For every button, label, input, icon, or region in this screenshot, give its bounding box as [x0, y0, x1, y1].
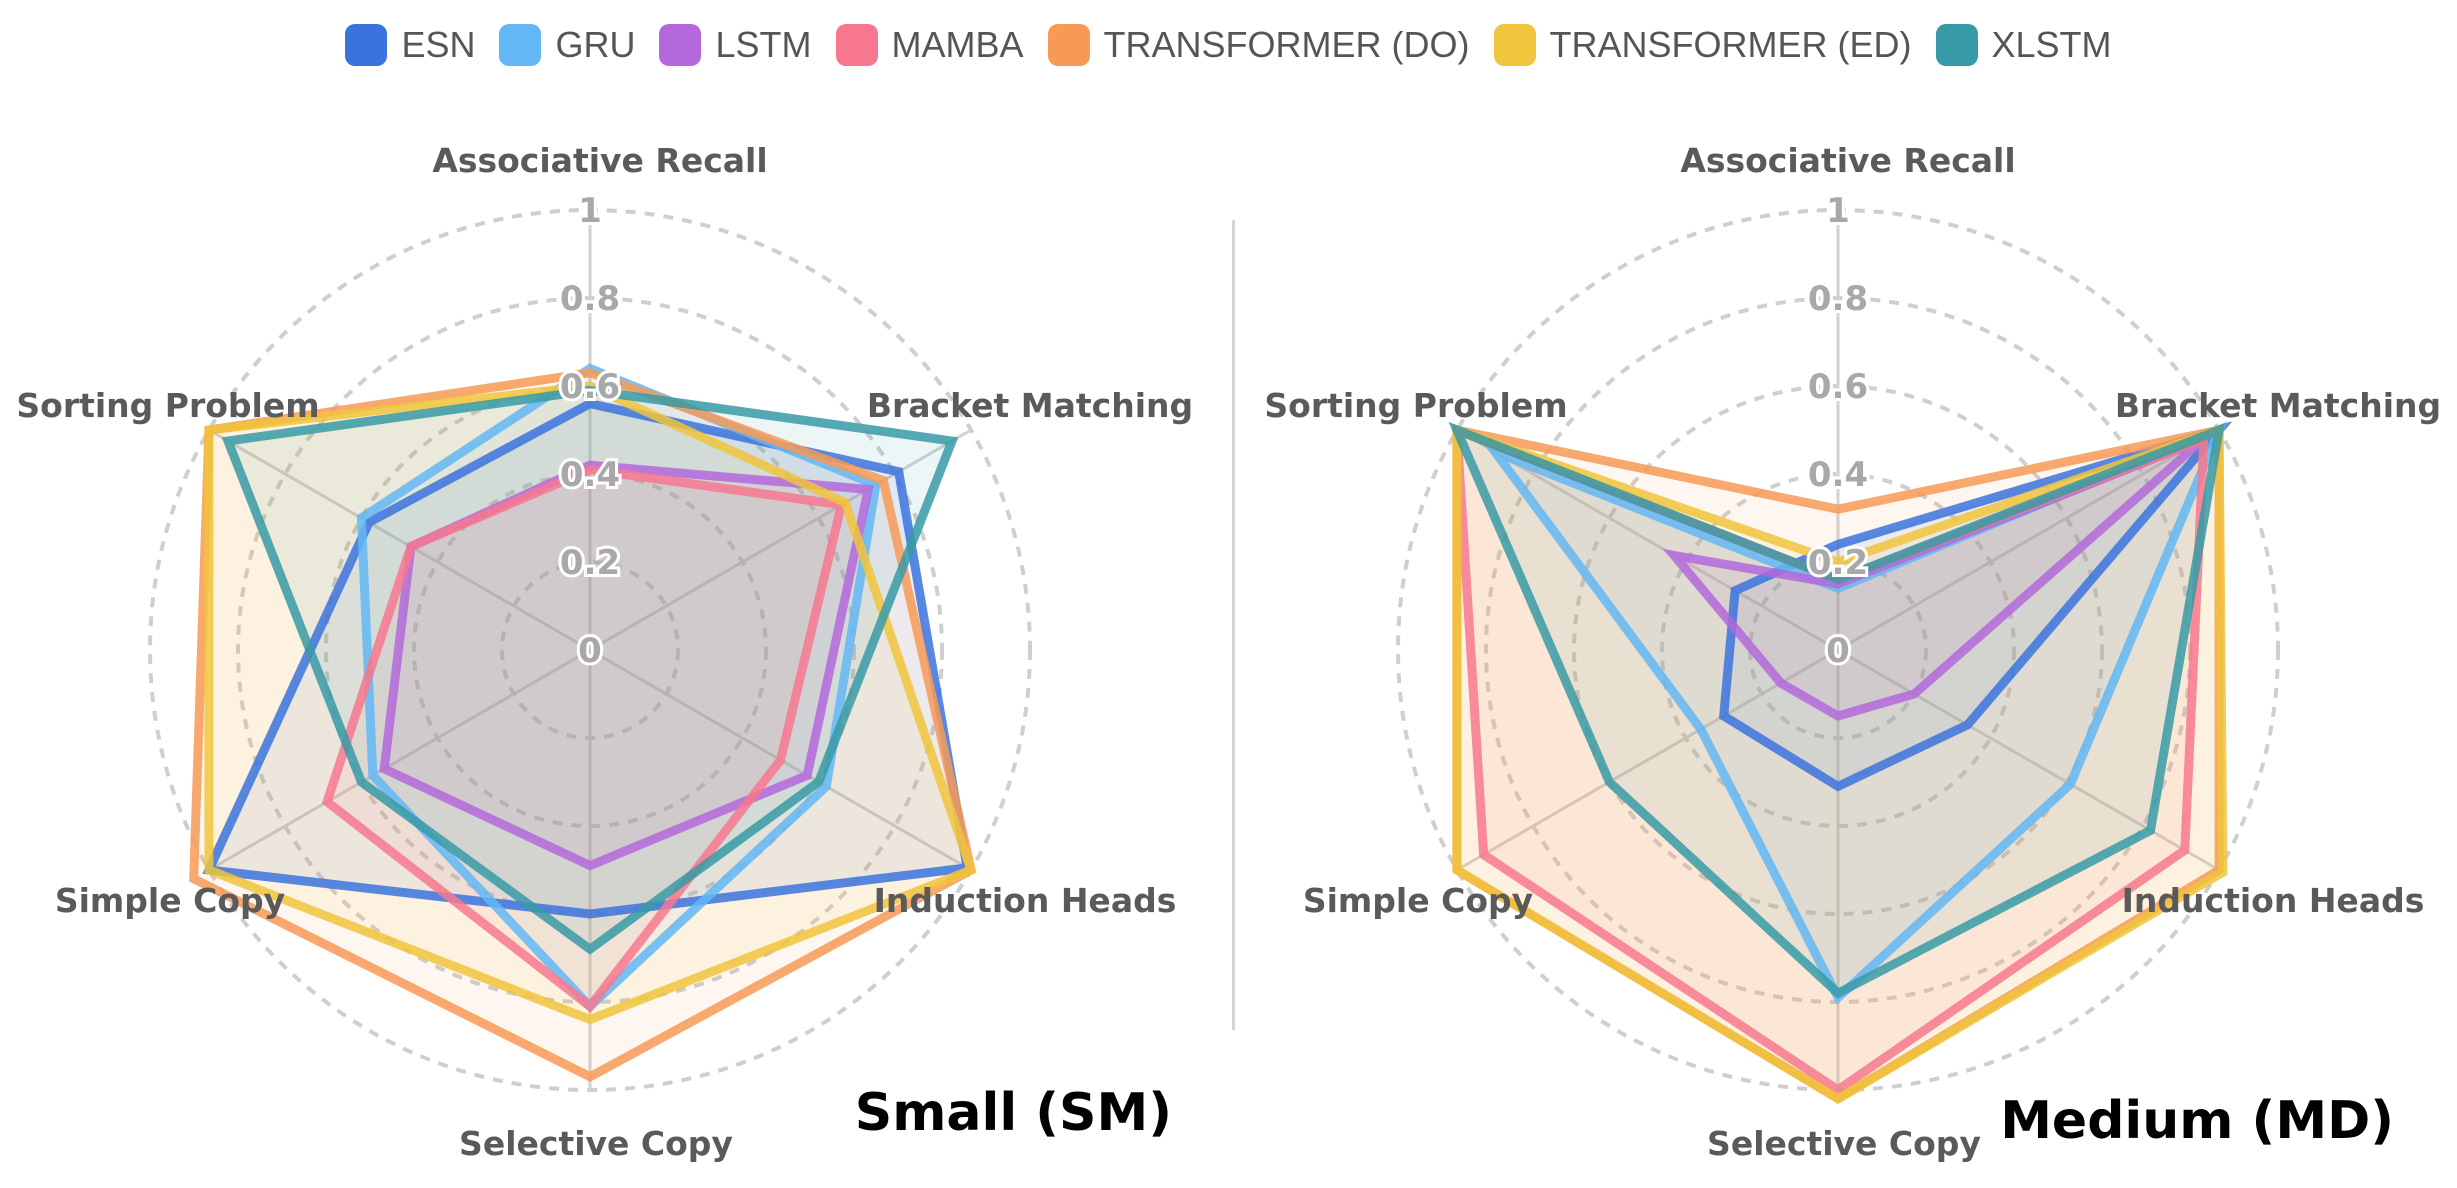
- radar-chart-medium: 0 0.2 0.4 0.6 0.8 1 Associative Recall Bracket …: [1264, 141, 2441, 1163]
- axis-labels: Associative Recall Bracket Matching Induct…: [1264, 141, 2441, 1163]
- axis-label-bracket-matching: Bracket Matching: [2115, 386, 2441, 425]
- axis-label-simple-copy: Simple Copy: [1303, 881, 1533, 920]
- tick-label: 0.6: [1808, 367, 1868, 407]
- axis-spoke: [208, 428, 591, 652]
- series-line-esn[interactable]: [202, 398, 973, 919]
- tick-label: 0.4: [1808, 455, 1868, 495]
- tick-label: 1: [1826, 191, 1850, 231]
- tick-label: 0.2: [1808, 543, 1868, 583]
- axis-label-associative-recall: Associative Recall: [1680, 141, 2015, 180]
- legend-swatch-xlstm: [1935, 24, 1978, 66]
- axis-label-bracket-matching: Bracket Matching: [867, 386, 1193, 425]
- tick-labels: 0 0.2 0.4 0.6 0.8 1: [1805, 188, 1871, 674]
- series-area-gru: [361, 368, 876, 1007]
- tick-label: 0: [1826, 631, 1850, 671]
- tick-label: 0.8: [1808, 279, 1868, 319]
- tick-label: 0.4: [560, 455, 620, 495]
- axis-spoke: [1837, 428, 2220, 652]
- axis-label-simple-copy: Simple Copy: [55, 881, 285, 920]
- chart-title: Medium (MD): [2000, 1091, 2394, 1151]
- tick-label: 0.6: [560, 367, 620, 407]
- tick-label: 0: [578, 631, 602, 671]
- grid-circle: [1660, 472, 2016, 828]
- axis-spoke: [1456, 648, 1839, 872]
- tick-label: 1: [578, 191, 602, 231]
- legend: ESN GRU LSTM MAMBA TRANSFORMER (DO) TRAN…: [0, 14, 2457, 76]
- legend-item-mamba[interactable]: MAMBA: [835, 24, 1024, 66]
- series-area-mamba: [327, 469, 842, 1007]
- legend-item-lstm[interactable]: LSTM: [659, 24, 812, 66]
- axis-label-selective-copy: Selective Copy: [459, 1124, 733, 1163]
- legend-label-transformer-do: TRANSFORMER (DO): [1103, 24, 1470, 65]
- chart-divider: [1232, 220, 1235, 1030]
- legend-swatch-mamba: [835, 24, 878, 66]
- series-area-lstm: [384, 465, 869, 866]
- series-line-xlstm[interactable]: [221, 385, 959, 955]
- legend-label-esn: ESN: [401, 24, 476, 65]
- axis-label-induction-heads: Induction Heads: [2122, 881, 2425, 920]
- axis-label-sorting-problem: Sorting Problem: [16, 386, 319, 425]
- radar-chart-small: 0 0.2 0.4 0.6 0.8 1 Associative Recall Bracket …: [16, 141, 1193, 1163]
- legend-item-transformer-ed[interactable]: TRANSFORMER (ED): [1493, 24, 1912, 66]
- series-line-xlstm[interactable]: [1448, 421, 2225, 999]
- radar-series: [1448, 421, 2233, 1105]
- series-area-esn: [1723, 430, 2220, 787]
- series-area-transformer-do: [193, 372, 972, 1077]
- axis-label-sorting-problem: Sorting Problem: [1264, 386, 1567, 425]
- series-line-transformer-ed[interactable]: [204, 381, 977, 1025]
- grid-circle: [412, 472, 768, 828]
- series-area-transformer-ed: [1456, 430, 2223, 1099]
- axis-labels: Associative Recall Bracket Matching Induct…: [16, 141, 1193, 1163]
- tick-label: 0.2: [560, 543, 620, 583]
- axis-label-associative-recall: Associative Recall: [432, 141, 767, 180]
- legend-item-transformer-do[interactable]: TRANSFORMER (DO): [1047, 24, 1470, 66]
- axis-label-selective-copy: Selective Copy: [1707, 1124, 1981, 1163]
- tick-labels: 0 0.2 0.4 0.6 0.8 1: [557, 188, 623, 674]
- axis-spoke: [1837, 648, 2220, 872]
- legend-label-mamba: MAMBA: [891, 24, 1024, 65]
- legend-item-esn[interactable]: ESN: [345, 24, 475, 66]
- legend-item-gru[interactable]: GRU: [499, 24, 635, 66]
- legend-swatch-transformer-do: [1047, 24, 1090, 66]
- legend-label-xlstm: XLSTM: [1991, 24, 2112, 65]
- legend-item-xlstm[interactable]: XLSTM: [1935, 24, 2112, 66]
- axis-label-induction-heads: Induction Heads: [874, 881, 1177, 920]
- axis-spoke: [208, 648, 591, 872]
- legend-label-gru: GRU: [555, 24, 636, 65]
- axis-spoke: [589, 428, 972, 652]
- legend-swatch-esn: [345, 24, 388, 66]
- tick-label: 0.8: [560, 279, 620, 319]
- chart-title: Small (SM): [855, 1083, 1172, 1143]
- radar-series: [189, 363, 977, 1082]
- series-area-lstm: [1674, 438, 2204, 716]
- series-area-mamba: [1456, 430, 2204, 1090]
- legend-swatch-transformer-ed: [1493, 24, 1536, 66]
- legend-label-lstm: LSTM: [715, 24, 812, 65]
- legend-label-transformer-ed: TRANSFORMER (ED): [1549, 24, 1912, 65]
- legend-swatch-lstm: [659, 24, 702, 66]
- legend-swatch-gru: [499, 24, 542, 66]
